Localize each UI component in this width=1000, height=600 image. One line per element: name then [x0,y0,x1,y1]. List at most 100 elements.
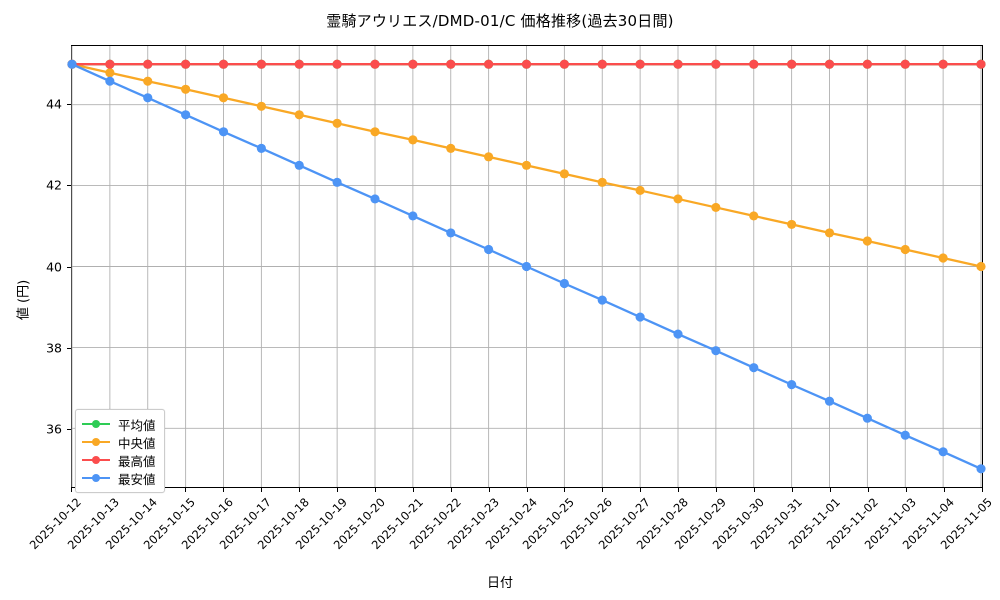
y-axis-label: 値 (円) [16,279,32,321]
series-marker [900,59,910,69]
series-marker [862,236,872,246]
legend-item-3[interactable]: 最高値 [82,451,156,469]
series-marker [938,447,948,457]
series-marker [408,135,418,145]
legend-item-label: 中央値 [118,435,156,451]
series-marker [67,59,77,69]
series-marker [446,228,456,238]
series-marker [938,253,948,263]
series-marker [181,110,191,120]
series-marker [862,59,872,69]
legend-item-4[interactable]: 最安値 [82,469,156,487]
series-marker [408,211,418,221]
series-marker [635,312,645,322]
chart-title: 霊騎アウリエス/DMD-01/C 価格推移(過去30日間) [326,12,674,30]
series-marker [332,177,342,187]
x-tick-mark [184,488,186,492]
legend-color-swatch [82,436,110,448]
x-tick-mark [868,488,870,492]
series-marker [597,177,607,187]
series-marker [635,59,645,69]
legend-marker-icon [92,456,100,464]
legend-marker-icon [92,420,100,428]
series-marker [218,93,229,103]
series-marker [446,59,456,69]
legend-color-swatch [82,454,110,466]
y-tick-label: 42 [46,177,62,193]
series-marker [749,363,759,373]
x-tick-mark [298,488,300,492]
legend-item-1[interactable]: 平均値 [82,415,156,433]
y-tick-label: 40 [46,259,62,274]
series-marker [824,59,835,69]
series-marker [256,101,266,111]
legend-item-label: 最安値 [118,471,156,487]
series-marker [294,59,304,69]
x-tick-mark [754,488,756,492]
series-marker [143,93,153,103]
series-marker [787,380,797,390]
x-tick-mark [944,488,946,492]
series-marker [218,127,229,137]
series-marker [294,110,304,120]
x-tick-mark [450,488,452,492]
x-tick-mark [526,488,528,492]
data-series [67,59,986,69]
series-marker [673,59,683,69]
series-marker [294,160,304,170]
series-marker [181,59,191,69]
x-tick-mark [71,488,72,492]
x-tick-mark [260,488,262,492]
series-marker [711,59,721,69]
y-tick-mark [67,429,71,431]
series-marker [976,261,986,272]
plot-area [67,45,986,488]
series-marker [105,76,115,86]
series-marker [256,59,266,69]
y-tick-mark [67,347,71,349]
x-axis-label: 日付 [486,576,513,591]
series-marker [862,413,872,423]
legend-marker-icon [92,474,100,482]
legend-item-label: 平均値 [118,417,156,433]
series-marker [597,295,607,305]
series-marker [900,244,910,255]
x-tick-mark [602,488,604,492]
series-marker [370,127,380,137]
series-marker [711,346,721,356]
y-tick-label: 36 [46,421,62,437]
series-marker [976,59,986,69]
series-marker [256,143,266,153]
series-marker [824,396,835,406]
x-tick-mark [374,488,376,492]
series-marker [559,169,569,179]
series-marker [635,185,645,196]
series-marker [673,194,683,204]
x-tick-mark [982,488,983,492]
x-tick-mark [640,488,642,492]
series-marker [332,118,342,128]
series-marker [370,59,380,69]
series-marker [105,68,115,78]
series-marker [749,59,759,69]
x-tick-mark [564,488,566,492]
x-tick-mark [830,488,832,492]
x-tick-mark [716,488,718,492]
legend-item-2[interactable]: 中央値 [82,433,156,451]
series-marker [484,244,494,255]
series-marker [105,59,115,69]
data-series [67,59,986,272]
x-tick-mark [488,488,490,492]
x-tick-mark [222,488,224,492]
y-tick-label: 38 [46,340,62,356]
chart-legend[interactable]: 平均値中央値 最高値最安値 [75,409,165,493]
series-marker [787,219,797,230]
series-marker [521,160,532,170]
series-marker [332,59,342,69]
series-marker [143,59,153,69]
x-tick-mark [678,488,680,492]
series-marker [976,464,986,474]
series-marker [143,76,153,86]
series-marker [824,228,835,238]
